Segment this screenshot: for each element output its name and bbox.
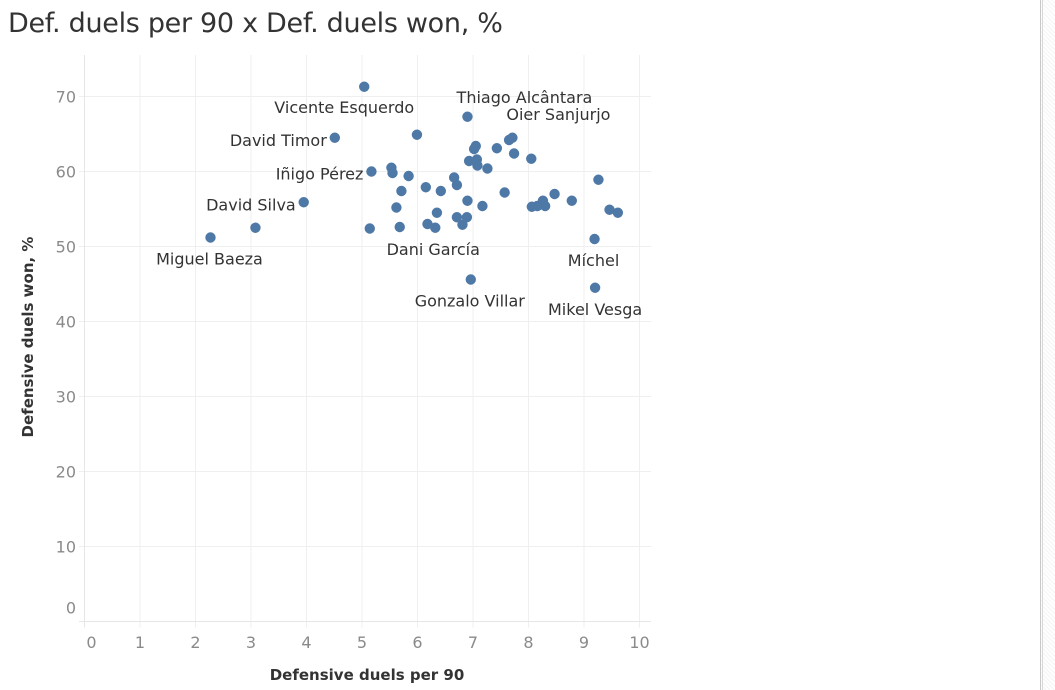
data-point[interactable]: [549, 188, 560, 200]
data-point[interactable]: [205, 232, 216, 243]
data-point[interactable]: [589, 233, 600, 245]
point-label: Gonzalo Villar: [415, 292, 526, 311]
data-point[interactable]: [503, 134, 515, 146]
point-label: Miguel Baeza: [156, 250, 263, 269]
x-axis-label: Defensive duels per 90: [270, 666, 465, 684]
data-point[interactable]: [329, 132, 341, 143]
y-tick-label: 60: [56, 163, 76, 182]
data-point[interactable]: [435, 185, 447, 197]
data-point[interactable]: [539, 200, 551, 212]
x-tick-labels: 0 1 2 3 4 5 6 7 8 9 10: [86, 633, 649, 652]
point-label: Iñigo Pérez: [276, 165, 364, 184]
y-tick-label: 30: [56, 388, 76, 407]
y-tick-label: 10: [56, 538, 76, 557]
data-point[interactable]: [396, 185, 407, 197]
data-point[interactable]: [472, 160, 483, 171]
data-point[interactable]: [364, 223, 375, 234]
data-point[interactable]: [477, 200, 488, 212]
x-tick-label: 8: [523, 633, 533, 652]
point-label: Mikel Vesga: [548, 300, 642, 319]
data-point[interactable]: [359, 81, 370, 92]
y-tick-label: 50: [56, 238, 76, 257]
data-point[interactable]: [526, 153, 537, 164]
data-point[interactable]: [589, 282, 601, 293]
data-point[interactable]: [470, 140, 481, 152]
y-axis-label: Defensive duels won, %: [19, 237, 37, 438]
x-tick-label: 9: [579, 633, 589, 652]
data-point[interactable]: [491, 143, 503, 154]
data-point[interactable]: [499, 187, 510, 198]
data-point[interactable]: [463, 155, 475, 167]
data-point[interactable]: [394, 221, 405, 233]
y-tick-label: 0: [66, 599, 76, 618]
y-tick-label: 20: [56, 463, 76, 482]
y-tick-label: 70: [56, 88, 76, 107]
x-tick-label: 5: [357, 633, 367, 652]
data-point[interactable]: [593, 174, 604, 185]
data-point[interactable]: [508, 148, 520, 159]
data-point[interactable]: [391, 202, 402, 213]
point-label: Vicente Esquerdo: [274, 98, 414, 117]
data-point[interactable]: [604, 204, 615, 215]
data-point[interactable]: [482, 163, 493, 174]
point-label: David Timor: [230, 131, 327, 150]
data-point[interactable]: [612, 207, 624, 218]
data-point[interactable]: [566, 195, 577, 206]
point-label: Oier Sanjurjo: [506, 105, 610, 124]
data-point[interactable]: [451, 212, 463, 223]
x-tick-label: 10: [629, 633, 649, 652]
x-tick-label: 1: [135, 633, 145, 652]
data-point[interactable]: [431, 207, 443, 218]
data-point[interactable]: [420, 182, 432, 193]
y-tick-label: 40: [56, 313, 76, 332]
y-tick-labels: 0 10 20 30 40 50 60 70: [56, 88, 76, 618]
data-point[interactable]: [298, 197, 309, 208]
data-point[interactable]: [430, 222, 441, 233]
data-point[interactable]: [422, 218, 433, 230]
data-point[interactable]: [250, 222, 261, 233]
x-tick-label: 4: [301, 633, 311, 652]
x-tick-label: 2: [190, 633, 200, 652]
point-label: David Silva: [206, 195, 296, 214]
data-points: [205, 81, 624, 293]
data-point[interactable]: [411, 129, 423, 140]
point-label: Dani García: [387, 240, 480, 259]
data-point[interactable]: [457, 219, 468, 230]
data-point[interactable]: [387, 167, 398, 179]
side-pane-border: [1040, 0, 1055, 690]
point-label: Míchel: [568, 251, 619, 270]
data-point[interactable]: [462, 111, 473, 122]
chart-title: Def. duels per 90 x Def. duels won, %: [8, 8, 503, 39]
data-point[interactable]: [465, 274, 476, 285]
data-point[interactable]: [403, 170, 414, 182]
data-point[interactable]: [366, 166, 377, 177]
x-tick-label: 3: [246, 633, 256, 652]
axes: [79, 55, 651, 628]
x-tick-label: 0: [86, 633, 96, 652]
data-point[interactable]: [462, 195, 473, 206]
point-label: Thiago Alcântara: [456, 88, 593, 107]
data-point[interactable]: [461, 212, 473, 223]
data-point[interactable]: [451, 179, 463, 191]
x-tick-label: 7: [468, 633, 478, 652]
gridlines: [79, 55, 651, 628]
x-tick-label: 6: [412, 633, 422, 652]
side-pane-divider: [1042, 0, 1043, 690]
